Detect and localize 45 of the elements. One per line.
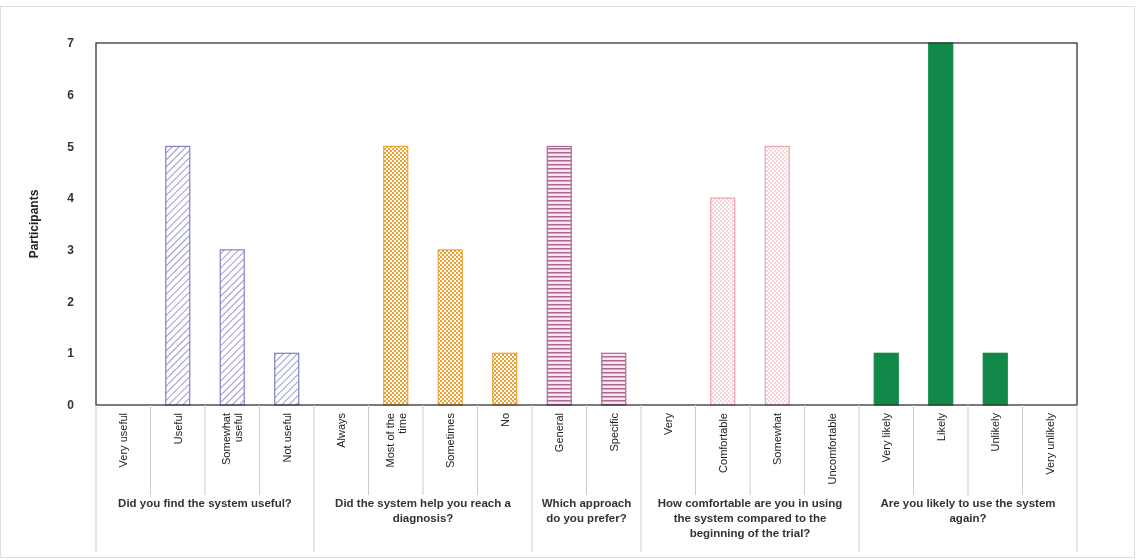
y-tick-label: 2 <box>67 294 75 309</box>
bar <box>873 352 899 406</box>
y-tick-label: 4 <box>67 191 75 206</box>
text: Which approach do you prefer? <box>541 497 632 524</box>
text: How comfortable are you in using the system compared to the beginning of the trial? <box>657 497 843 539</box>
text: Did you find the system useful? <box>118 497 292 509</box>
bar <box>710 197 736 406</box>
y-axis-title: Participants <box>27 189 41 259</box>
y-tick-label: 3 <box>67 243 75 258</box>
y-tick-label: 7 <box>67 36 75 51</box>
y-tick-label: 0 <box>67 398 75 413</box>
x-tick-label: Unlikely <box>989 412 1002 452</box>
bar <box>492 352 518 406</box>
x-tick-label: Comfortable <box>716 413 729 473</box>
x-tick-label: Somewhat useful <box>220 413 245 465</box>
bar <box>601 352 627 406</box>
x-tick-label: Not useful <box>280 413 293 463</box>
bar <box>928 42 954 406</box>
text: Did the system help you reach a diagnosis? <box>335 497 512 524</box>
x-tick-label: Likely <box>934 412 947 442</box>
bar <box>546 145 572 406</box>
bar <box>274 352 300 406</box>
bar <box>437 249 463 406</box>
y-tick-label: 1 <box>67 346 75 361</box>
x-tick-label: Very likely <box>880 412 893 463</box>
x-tick-label: Specific <box>607 412 620 452</box>
bar <box>764 145 790 406</box>
y-tick-label: 6 <box>67 87 75 102</box>
bar <box>982 352 1008 406</box>
x-tick-label: Very useful <box>117 413 130 468</box>
x-tick-label: Sometimes <box>444 412 457 469</box>
y-tick-label: 5 <box>67 139 75 154</box>
bar <box>383 145 409 406</box>
x-tick-label: Useful <box>171 413 184 445</box>
bar <box>219 249 245 406</box>
x-tick-label: Very <box>662 412 675 436</box>
x-tick-label: Always <box>335 412 348 448</box>
x-tick-label: Somewhat <box>771 413 784 465</box>
x-tick-label: Very unlikely <box>1043 412 1056 475</box>
x-tick-label: Most of the time <box>383 413 408 468</box>
x-tick-label: No <box>498 413 511 428</box>
text: Are you likely to use the system again? <box>880 497 1056 524</box>
bar <box>165 145 191 406</box>
x-tick-label: Uncomfortable <box>825 413 838 485</box>
x-tick-label: General <box>553 413 566 453</box>
